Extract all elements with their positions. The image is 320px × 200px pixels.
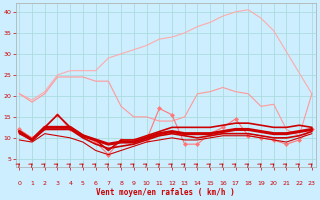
X-axis label: Vent moyen/en rafales ( km/h ): Vent moyen/en rafales ( km/h ) <box>96 188 235 197</box>
